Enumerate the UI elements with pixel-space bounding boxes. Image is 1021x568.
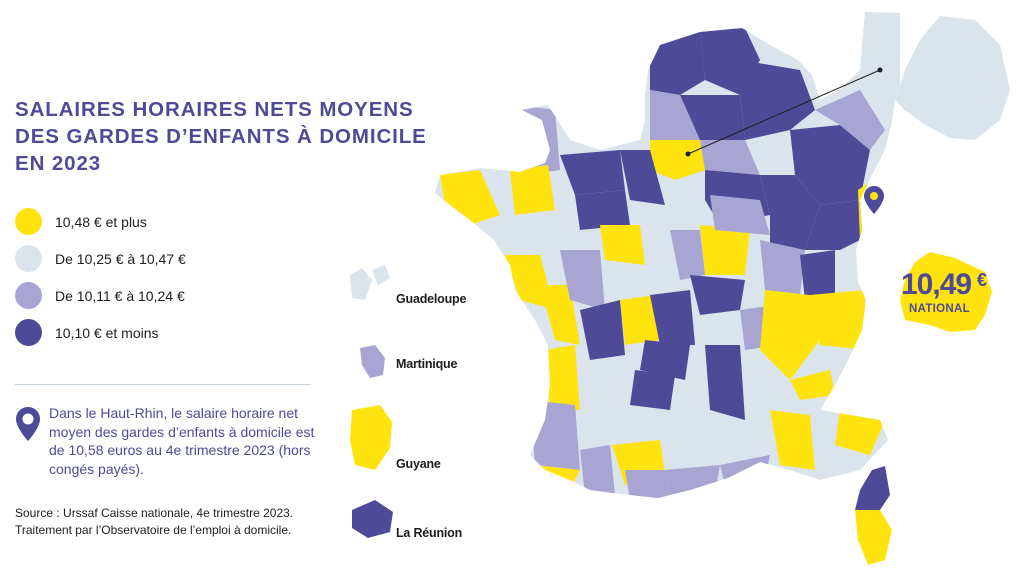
legend-item-light: De 10,25 € à 10,47 € [15, 240, 186, 277]
divider [15, 384, 311, 385]
legend-label: De 10,25 € à 10,47 € [55, 250, 186, 267]
department [770, 410, 815, 470]
overseas-label-guadeloupe: Guadeloupe [396, 292, 467, 306]
department [520, 105, 560, 175]
department [580, 445, 615, 495]
department [620, 150, 665, 205]
department [650, 290, 695, 345]
national-average: 10,49 € NATIONAL [893, 256, 1003, 326]
source-line-2: Traitement par l’Observatoire de l’emplo… [15, 523, 292, 537]
la-reunion-shape [352, 500, 393, 538]
legend-swatch [15, 319, 42, 346]
guadeloupe-shape [350, 265, 390, 300]
legend-swatch [15, 282, 42, 309]
overseas-label-guyane: Guyane [396, 457, 441, 471]
department [710, 195, 770, 235]
department [805, 200, 870, 250]
paris-callout [685, 67, 883, 157]
haut-rhin-note: Dans le Haut-Rhin, le salaire horaire ne… [15, 404, 325, 478]
department [650, 140, 705, 180]
legend-item-lavender: De 10,11 € à 10,24 € [15, 277, 186, 314]
national-france-shape [900, 252, 992, 332]
department [665, 465, 720, 498]
overseas-label-la-reunion: La Réunion [396, 526, 463, 540]
department [680, 95, 745, 140]
neighbour-countries [895, 16, 1010, 140]
department [800, 250, 835, 300]
corsica [855, 466, 892, 565]
map-pin-icon [15, 404, 43, 478]
legend-label: 10,48 € et plus [55, 213, 147, 230]
legend-label: De 10,11 € à 10,24 € [55, 287, 185, 304]
department [630, 370, 675, 410]
national-value: 10,49 [901, 268, 972, 301]
note-text: Dans le Haut-Rhin, le salaire horaire ne… [49, 405, 315, 477]
department [575, 190, 630, 230]
national-currency: € [977, 270, 988, 290]
map-title: SALAIRES HORAIRES NETS MOYENS DES GARDES… [15, 96, 455, 177]
department [560, 150, 625, 195]
department [700, 140, 760, 175]
legend-swatch [15, 245, 42, 272]
legend-item-purple: 10,10 € et moins [15, 314, 186, 351]
source-line-1: Source : Urssaf Caisse nationale, 4e tri… [15, 506, 294, 520]
department [740, 60, 815, 140]
guyane-shape [350, 405, 392, 470]
department [505, 255, 555, 310]
department [530, 400, 580, 470]
department [700, 225, 750, 275]
title-line-3: EN 2023 [15, 152, 102, 175]
department [835, 410, 885, 455]
overseas-label-martinique: Martinique [396, 357, 458, 371]
department [760, 240, 805, 295]
department [760, 290, 820, 380]
department [580, 300, 625, 360]
source: Source : Urssaf Caisse nationale, 4e tri… [15, 505, 293, 539]
department [670, 230, 705, 280]
legend-item-yellow: 10,48 € et plus [15, 203, 186, 240]
title-line-2: DES GARDES D’ENFANTS À DOMICILE [15, 125, 427, 148]
department [640, 340, 690, 380]
department [560, 250, 605, 310]
legend-swatch [15, 208, 42, 235]
legend: 10,48 € et plus De 10,25 € à 10,47 € De … [15, 203, 186, 351]
department [815, 90, 885, 150]
martinique-shape [360, 345, 385, 378]
department [600, 225, 645, 265]
map-pin-icon [864, 186, 884, 214]
department [810, 290, 865, 350]
department [620, 295, 660, 345]
department [790, 125, 870, 205]
department [545, 345, 580, 410]
department [760, 175, 820, 250]
department [790, 370, 835, 400]
department [625, 470, 670, 498]
title-line-1: SALAIRES HORAIRES NETS MOYENS [15, 98, 414, 121]
department [705, 345, 745, 420]
department [650, 90, 700, 140]
department [650, 28, 705, 95]
legend-label: 10,10 € et moins [55, 324, 159, 341]
metropolitan-france [435, 12, 900, 498]
national-label: NATIONAL [909, 303, 970, 315]
department [510, 165, 555, 215]
department [690, 275, 745, 315]
